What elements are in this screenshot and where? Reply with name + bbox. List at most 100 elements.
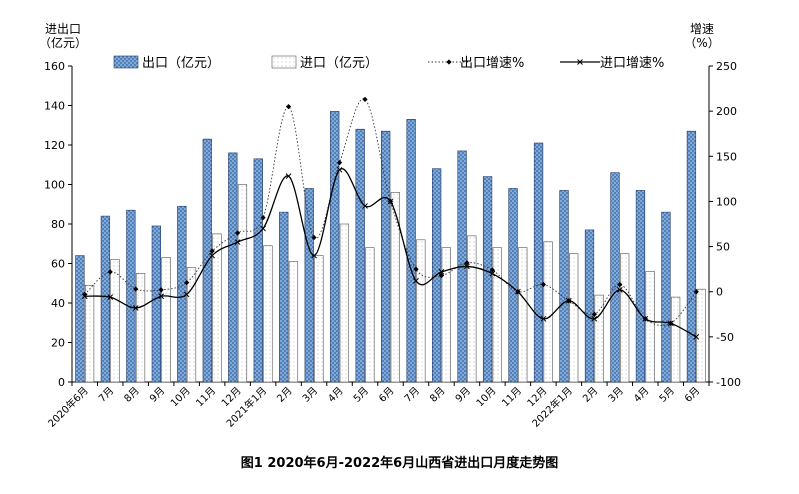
- y-right-tick-label: -100: [716, 376, 741, 389]
- y-right-axis-title-line1: 增速: [689, 22, 714, 36]
- import-bar: [416, 239, 426, 383]
- export-bar: [584, 229, 595, 383]
- export-bar: [177, 205, 187, 383]
- import-growth-point: [387, 198, 394, 205]
- x-tick-label: 11月: [194, 385, 219, 410]
- export-bar: [406, 119, 416, 383]
- export-growth-point: [107, 269, 113, 275]
- y-right-axis-title-line2: （%）: [684, 36, 720, 50]
- x-tick-label: 6月: [377, 385, 397, 405]
- import-growth-point: [464, 263, 470, 270]
- import-growth-point: [667, 320, 674, 327]
- export-bar: [304, 188, 314, 383]
- x-tick-label: 9月: [147, 385, 167, 405]
- x-tick-label: 7月: [402, 385, 422, 405]
- import-bar: [84, 284, 95, 383]
- import-growth-point: [642, 315, 649, 322]
- import-bar: [645, 271, 655, 383]
- export-bar: [610, 172, 620, 383]
- import-bar: [110, 259, 120, 383]
- y-left-tick-label: 60: [51, 258, 65, 271]
- export-growth-point: [438, 272, 445, 279]
- export-growth-point: [133, 286, 139, 292]
- import-growth-point: [234, 239, 241, 245]
- legend-export-swatch: [113, 55, 139, 69]
- export-bar: [559, 190, 569, 383]
- export-growth-point: [209, 248, 215, 254]
- import-bar: [569, 253, 579, 383]
- y-left-tick-label: 100: [44, 179, 65, 192]
- y-left-axis-title-line2: （亿元）: [38, 36, 87, 50]
- export-bar: [100, 215, 111, 383]
- import-growth-point: [540, 315, 547, 322]
- import-bar: [365, 247, 375, 383]
- legend-import-swatch: [271, 55, 297, 69]
- legend-import-growth-marker: [577, 59, 583, 65]
- legend-export-growth-marker: [446, 59, 452, 65]
- import-growth-point: [566, 297, 572, 304]
- y-right-tick-label: 0: [716, 286, 723, 299]
- export-bar: [75, 255, 85, 383]
- export-bar: [330, 111, 340, 383]
- import-bar: [212, 233, 222, 383]
- export-growth-point: [260, 215, 266, 221]
- import-growth-point: [107, 294, 114, 300]
- import-growth-point: [158, 293, 165, 300]
- import-growth-point: [132, 305, 139, 311]
- import-bar: [135, 273, 146, 383]
- import-growth-point: [413, 278, 419, 284]
- y-right-axis-title: 增速 （%）: [682, 22, 722, 50]
- export-bar: [686, 130, 697, 383]
- y-left-tick-label: 0: [58, 376, 65, 389]
- x-tick-label: 9月: [453, 385, 473, 405]
- x-tick-label: 2020年6月: [45, 384, 91, 430]
- import-growth-point: [515, 288, 521, 295]
- import-growth-point: [81, 293, 88, 300]
- y-right-tick-label: -50: [716, 331, 734, 344]
- import-growth-point: [209, 252, 215, 259]
- import-bar: [186, 267, 197, 383]
- export-growth-point: [464, 260, 470, 266]
- y-left-tick-label: 120: [44, 139, 65, 152]
- import-bar: [696, 288, 706, 383]
- import-growth-point: [183, 291, 190, 298]
- legend-import-label: 进口（亿元）: [300, 56, 378, 71]
- import-bar: [543, 241, 553, 383]
- x-tick-label: 7月: [96, 385, 116, 405]
- import-bar: [441, 247, 451, 383]
- export-bar: [126, 209, 136, 383]
- export-bar: [355, 128, 365, 383]
- import-growth-point: [591, 315, 598, 322]
- export-growth-point: [158, 287, 164, 293]
- export-bar: [533, 142, 544, 383]
- x-tick-label: 8月: [122, 385, 142, 405]
- x-tick-label: 10月: [474, 385, 499, 410]
- export-growth-line: [84, 98, 697, 327]
- export-bar: [228, 152, 238, 383]
- import-growth-point: [260, 225, 266, 232]
- import-bar: [390, 192, 400, 383]
- import-growth-point: [438, 268, 445, 275]
- export-growth-point: [617, 281, 623, 288]
- export-bar: [508, 188, 518, 383]
- export-bar: [202, 138, 212, 383]
- import-bar: [518, 247, 528, 383]
- chart-caption: 图1 2020年6月-2022年6月山西省进出口月度走势图: [240, 456, 559, 471]
- x-tick-label: 2月: [275, 385, 295, 405]
- y-right-tick-label: 50: [716, 241, 730, 254]
- y-right-tick-label: 250: [716, 60, 737, 73]
- export-growth-point: [184, 280, 190, 286]
- import-bar: [237, 184, 248, 383]
- export-bar: [661, 211, 671, 383]
- export-growth-point: [311, 234, 317, 241]
- export-growth-point: [693, 289, 699, 295]
- legend-import-growth-label: 进口增速%: [600, 56, 664, 71]
- x-tick-label: 4月: [326, 385, 346, 405]
- import-growth-point: [693, 334, 700, 340]
- y-left-axis-title-line1: 进出口: [44, 22, 81, 36]
- export-growth-point: [235, 230, 241, 236]
- import-growth-point: [336, 166, 343, 173]
- x-tick-label: 4月: [631, 385, 651, 405]
- export-bar: [381, 130, 391, 383]
